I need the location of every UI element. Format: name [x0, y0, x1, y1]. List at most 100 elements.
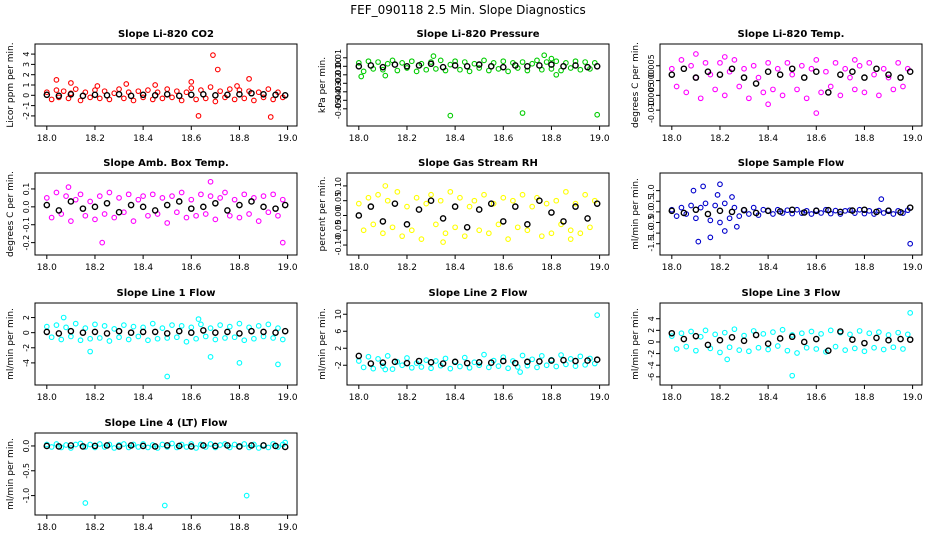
mean-point	[367, 360, 375, 367]
mean-point	[200, 203, 207, 211]
mean-point	[825, 89, 832, 96]
data-point	[423, 66, 430, 73]
x-tick-label: 18.6	[493, 134, 513, 144]
mean-point	[115, 327, 123, 335]
mean-point	[584, 63, 591, 71]
mean-point	[593, 63, 601, 70]
data-point	[880, 346, 887, 353]
y-tick-label: 0.0	[22, 440, 31, 453]
mean-point	[379, 63, 387, 71]
data-point	[690, 187, 697, 194]
data-point	[563, 188, 569, 195]
mean-point	[103, 442, 111, 449]
mean-point	[776, 335, 784, 342]
data-point	[222, 335, 228, 341]
data-point	[279, 196, 286, 203]
mean-point	[451, 203, 459, 210]
y-axis-label: Licor ppm per min.	[6, 42, 16, 127]
data-point	[193, 96, 199, 103]
data-point	[87, 94, 94, 101]
x-tick-label: 18.6	[181, 134, 201, 144]
data-point	[255, 323, 262, 329]
data-point	[130, 97, 137, 104]
data-point	[736, 213, 743, 219]
data-point	[842, 347, 849, 353]
data-point	[495, 221, 502, 228]
data-point	[594, 111, 601, 118]
x-tick-label: 18.2	[85, 134, 105, 144]
x-tick-label: 18.4	[133, 393, 153, 403]
data-point	[399, 233, 406, 240]
data-point	[145, 212, 151, 219]
data-point	[750, 62, 757, 69]
data-point	[534, 364, 540, 371]
data-point	[365, 194, 372, 201]
data-point	[442, 355, 449, 362]
mean-point	[91, 203, 99, 211]
mean-point	[499, 63, 507, 71]
data-point	[408, 364, 415, 371]
data-point	[183, 214, 190, 221]
data-point	[447, 365, 454, 372]
data-point	[60, 88, 67, 95]
data-point	[207, 178, 214, 185]
mean-point	[403, 221, 411, 228]
mean-point	[367, 62, 375, 69]
mean-point	[236, 201, 243, 209]
data-point	[755, 74, 762, 81]
data-point	[818, 89, 824, 96]
data-point	[683, 343, 690, 350]
mean-point	[236, 330, 243, 337]
data-point	[260, 94, 267, 101]
data-point	[370, 221, 377, 228]
data-point	[355, 200, 362, 207]
mean-point	[224, 207, 231, 214]
y-tick-label: 0.000	[647, 69, 656, 92]
data-point	[94, 83, 101, 89]
mean-point	[272, 205, 279, 212]
mean-point	[127, 442, 135, 449]
data-point	[481, 57, 487, 64]
mean-point	[281, 92, 289, 99]
mean-point	[248, 327, 255, 335]
data-point	[813, 110, 820, 116]
data-point	[553, 71, 560, 78]
data-point	[188, 441, 195, 447]
x-tick-label: 18.0	[349, 263, 369, 273]
data-point	[746, 211, 752, 217]
y-tick-label: 4	[647, 316, 656, 321]
mean-point	[439, 360, 447, 367]
mean-point	[224, 442, 231, 449]
mean-point	[224, 91, 231, 99]
mean-point	[163, 201, 171, 209]
data-point	[68, 333, 74, 340]
chart-title: Slope Line 1 Flow	[117, 288, 216, 299]
data-point	[693, 347, 699, 354]
data-point	[587, 224, 593, 231]
mean-point	[281, 443, 289, 451]
data-point	[827, 327, 834, 334]
data-point	[125, 336, 132, 343]
data-point	[736, 83, 743, 90]
data-point	[538, 353, 545, 359]
data-point	[567, 227, 574, 234]
x-tick-label: 18.8	[229, 523, 249, 533]
x-tick-label: 18.4	[133, 134, 153, 144]
data-point	[236, 320, 243, 327]
data-point	[519, 110, 526, 116]
y-tick-label: -1.5	[647, 236, 656, 252]
mean-point	[740, 74, 748, 81]
data-point	[541, 52, 548, 59]
data-point	[246, 75, 252, 82]
data-point	[87, 348, 94, 355]
data-point	[476, 227, 483, 234]
data-point	[68, 218, 74, 225]
data-point	[789, 210, 796, 217]
data-point	[58, 336, 65, 343]
x-tick-label: 18.8	[229, 393, 249, 403]
y-tick-label: -1	[22, 102, 31, 110]
data-point	[255, 218, 262, 225]
mean-point	[43, 91, 51, 99]
mean-point	[427, 197, 435, 204]
data-point	[159, 325, 166, 331]
